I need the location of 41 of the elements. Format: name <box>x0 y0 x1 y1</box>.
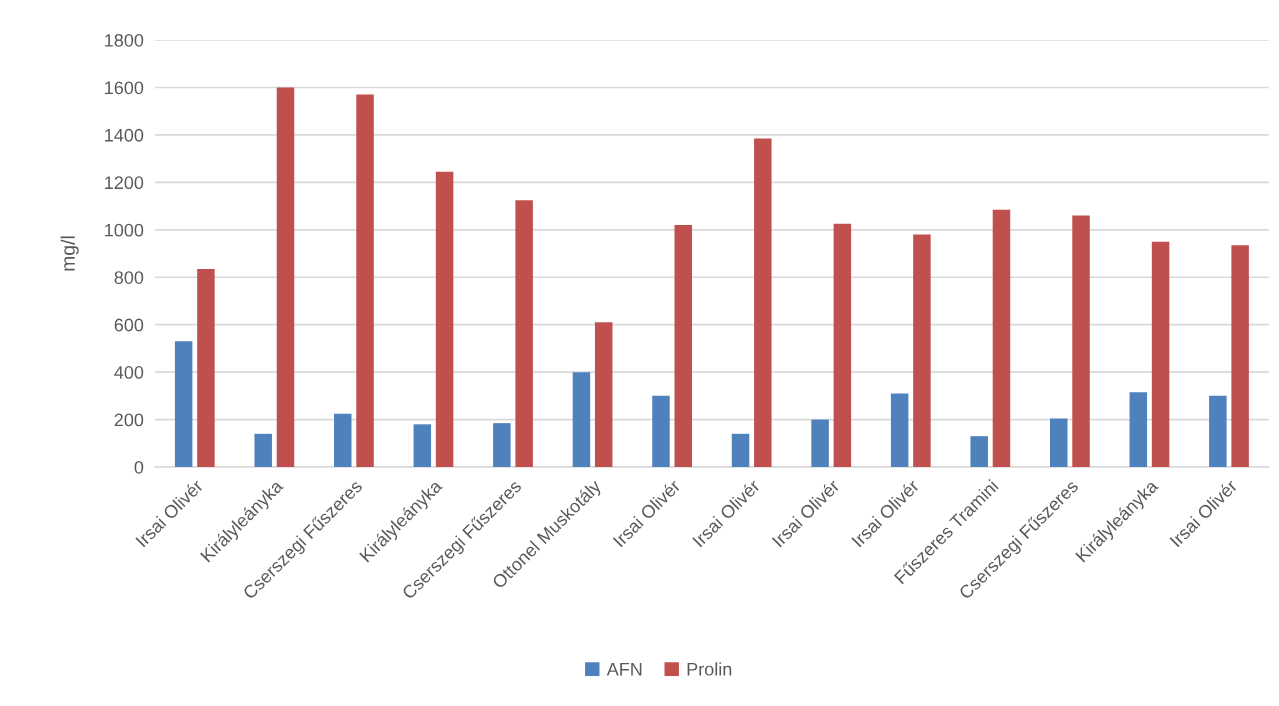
bar <box>890 393 909 468</box>
bar <box>652 395 670 468</box>
bar <box>334 413 352 468</box>
bar <box>572 372 591 468</box>
bar <box>413 424 432 468</box>
bar <box>1151 241 1170 468</box>
bar <box>1209 395 1227 468</box>
legend-label: AFN <box>606 662 642 676</box>
bar <box>493 423 511 468</box>
bar <box>356 94 374 468</box>
bar <box>731 433 750 468</box>
bar <box>811 419 829 468</box>
bar <box>754 138 772 468</box>
bar <box>833 223 852 468</box>
y-tick-label: 1000 <box>105 223 144 237</box>
bar <box>913 234 931 468</box>
y-tick-label: 600 <box>114 318 144 332</box>
bar <box>435 171 454 468</box>
bar <box>1072 215 1090 468</box>
bar <box>594 322 613 468</box>
legend-label: Prolin <box>687 662 732 676</box>
bar <box>174 341 193 468</box>
y-tick-label: 0 <box>134 460 144 474</box>
bar <box>276 87 295 468</box>
bar <box>1050 418 1068 468</box>
bar <box>674 225 692 468</box>
y-tick-label: 1600 <box>105 81 144 95</box>
y-axis-title: mg/l <box>60 236 79 271</box>
bar <box>1129 392 1148 468</box>
bar <box>992 209 1011 468</box>
y-tick-label: 1800 <box>105 33 144 47</box>
bar <box>254 433 272 468</box>
y-tick-label: 1400 <box>105 128 144 142</box>
bar <box>970 436 988 468</box>
bar <box>197 268 215 468</box>
y-tick-label: 1200 <box>105 176 144 190</box>
y-tick-label: 800 <box>114 271 144 284</box>
y-tick-label: 200 <box>114 413 144 427</box>
bar <box>515 200 533 468</box>
bar <box>1231 245 1249 468</box>
y-tick-label: 400 <box>114 366 144 379</box>
